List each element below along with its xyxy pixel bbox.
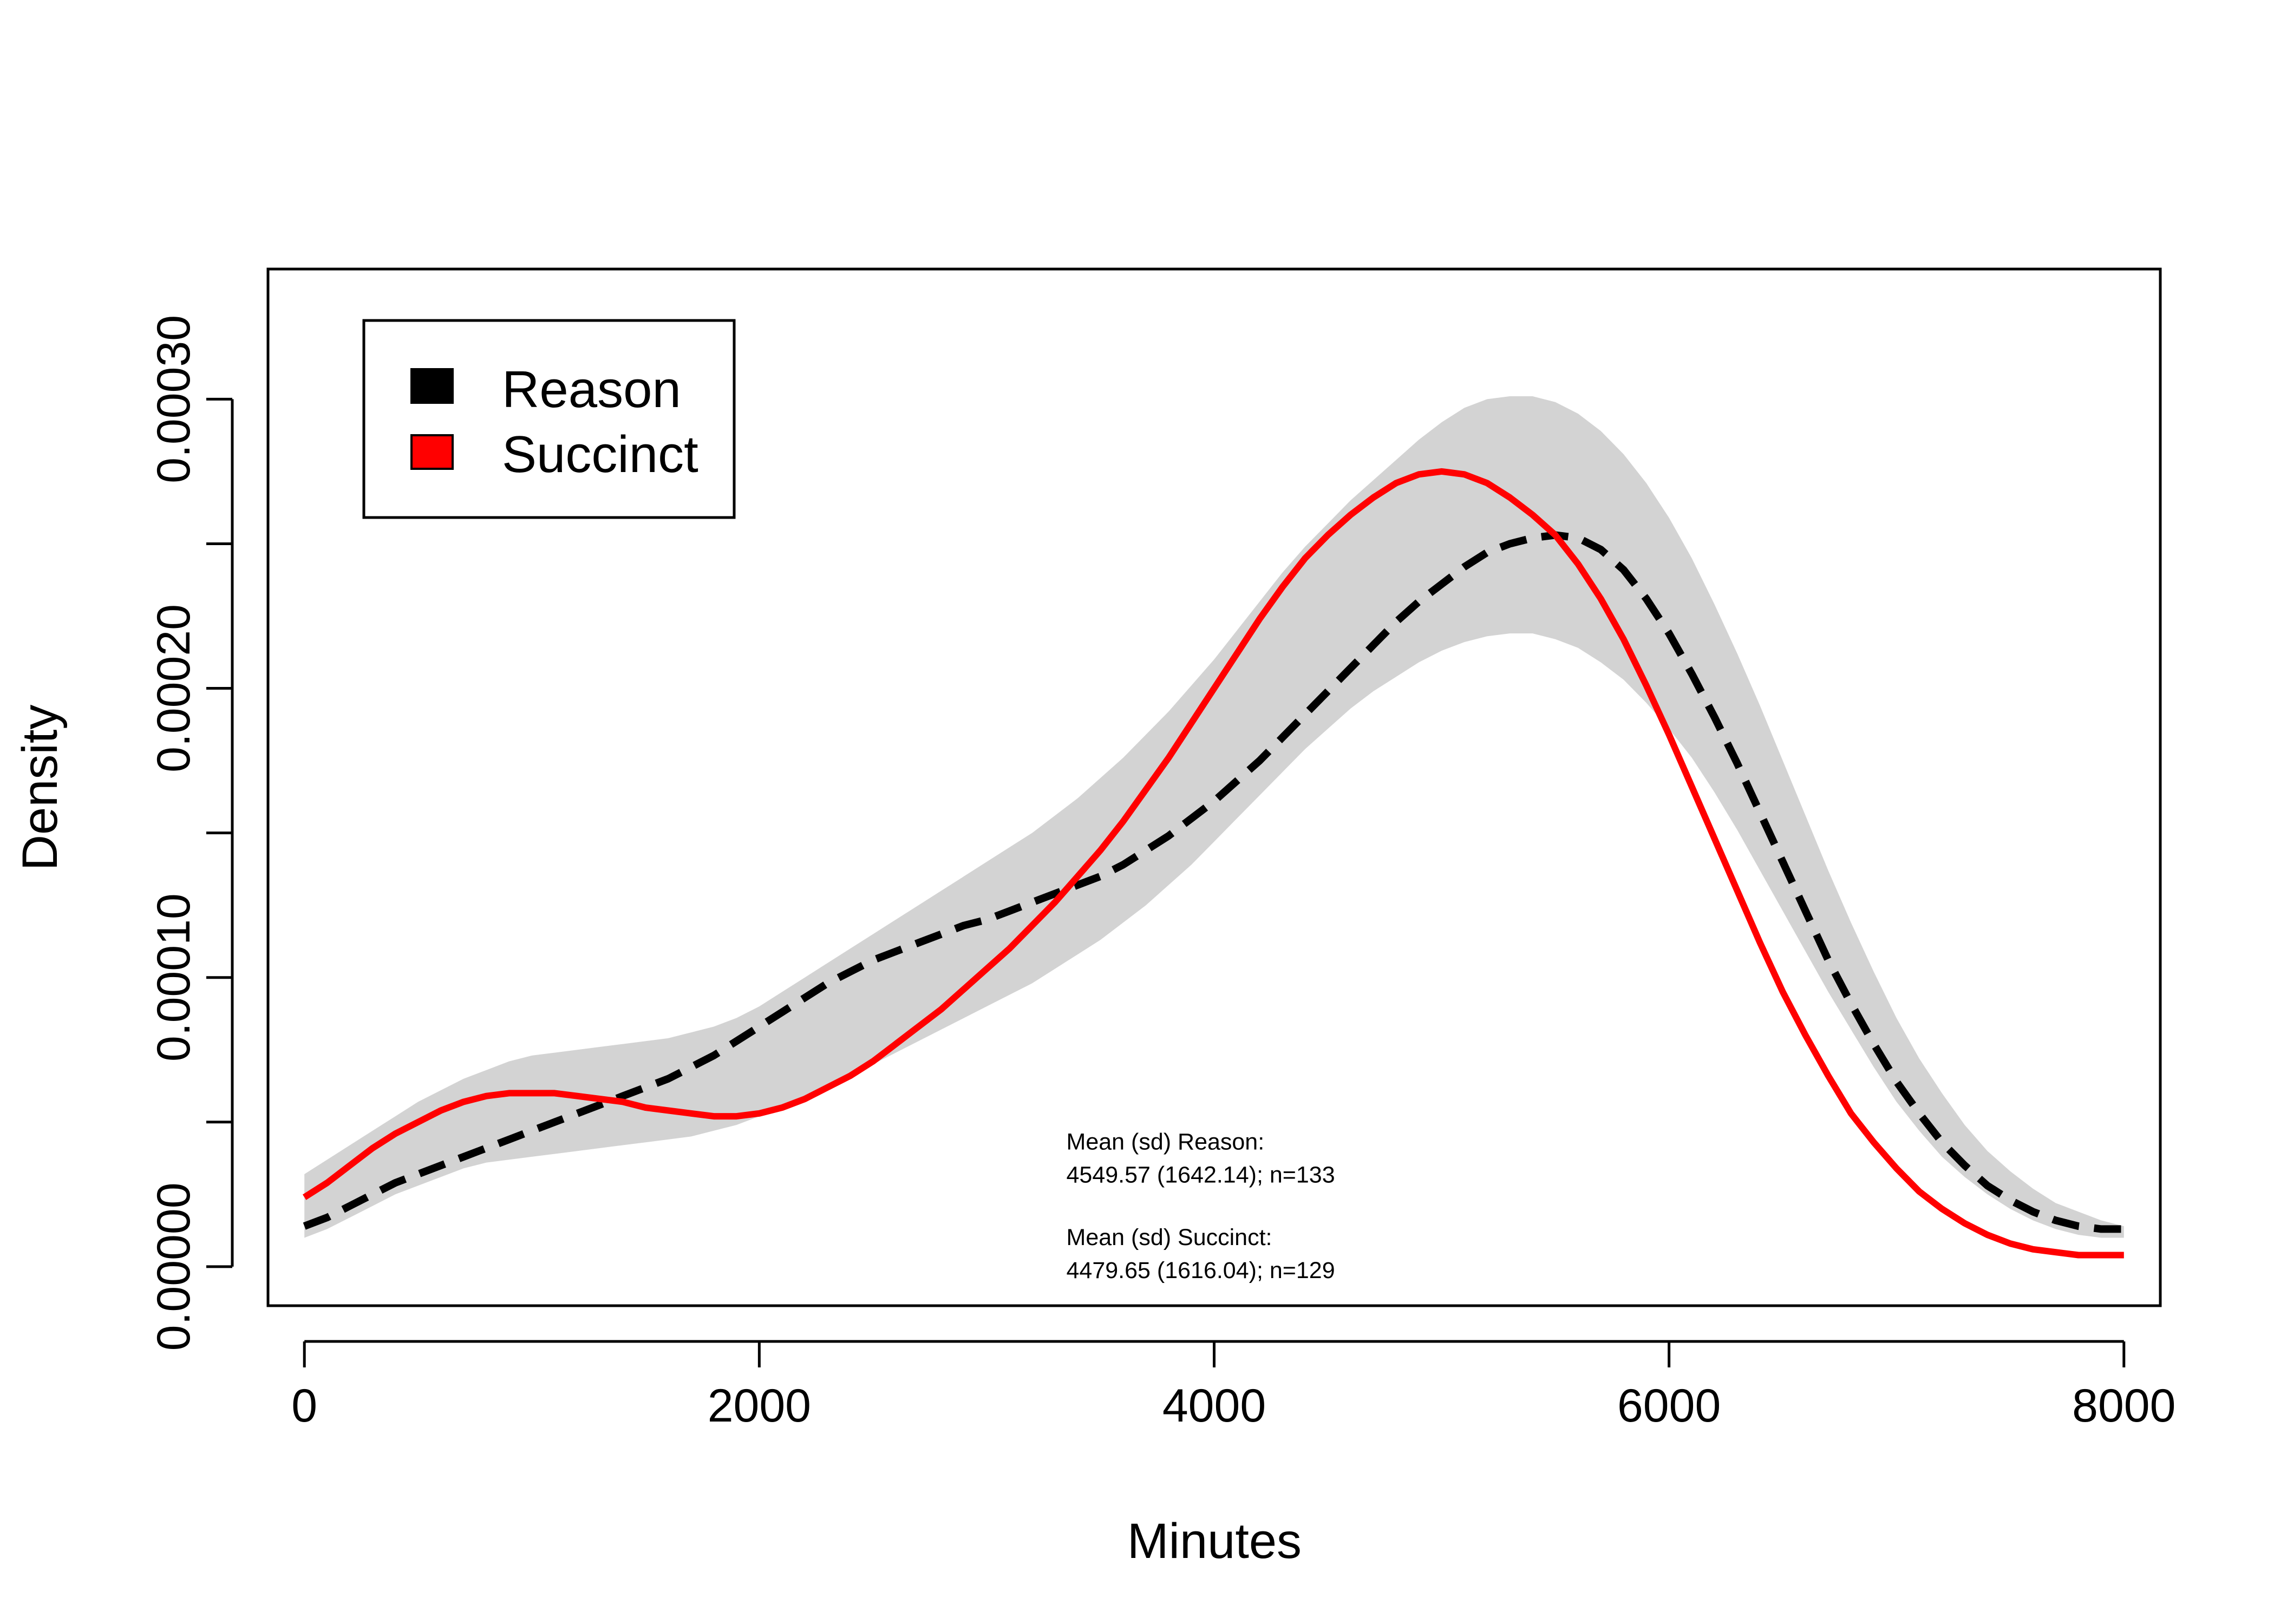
annotation-succinct-stats: 4479.65 (1616.04); n=129	[1067, 1258, 1335, 1284]
y-tick-label: 0.00020	[148, 604, 200, 772]
legend-swatch-succinct	[410, 434, 454, 470]
legend-label-succinct: Succinct	[502, 425, 698, 483]
y-axis-title: Density	[12, 705, 68, 871]
y-axis: 0.00000 0.00010 0.00020 0.00030	[148, 315, 234, 1351]
legend: Reason Succinct	[362, 319, 736, 519]
x-tick-label: 0	[291, 1380, 317, 1432]
plot-frame	[266, 267, 2162, 1307]
x-axis-title: Minutes	[1127, 1514, 1302, 1569]
series-line-succinct	[302, 468, 2124, 1259]
legend-label-reason: Reason	[502, 361, 681, 418]
x-tick-label: 2000	[708, 1380, 811, 1432]
confidence-band	[304, 396, 2124, 1238]
legend-swatch-reason	[410, 368, 454, 404]
annotation-reason-heading: Mean (sd) Reason:	[1067, 1129, 1265, 1155]
x-tick-label: 6000	[1617, 1380, 1721, 1432]
y-tick-label: 0.00000	[148, 1182, 200, 1351]
x-axis: 0 2000 4000 6000 8000	[291, 1340, 2175, 1432]
legend-box	[362, 319, 736, 519]
x-tick-label: 4000	[1162, 1380, 1266, 1432]
y-tick-label: 0.00010	[148, 893, 200, 1062]
series-line-reason	[303, 531, 2124, 1233]
annotations: Mean (sd) Reason: 4549.57 (1642.14); n=1…	[1067, 1129, 1335, 1284]
annotation-succinct-heading: Mean (sd) Succinct:	[1067, 1224, 1272, 1250]
plot-area	[302, 396, 2124, 1259]
annotation-reason-stats: 4549.57 (1642.14); n=133	[1067, 1162, 1335, 1188]
x-tick-label: 8000	[2072, 1380, 2175, 1432]
y-tick-label: 0.00030	[148, 315, 200, 483]
